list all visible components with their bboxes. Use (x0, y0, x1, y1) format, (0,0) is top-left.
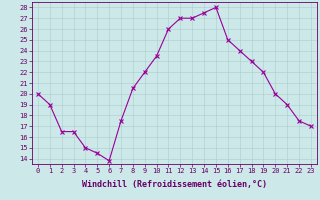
X-axis label: Windchill (Refroidissement éolien,°C): Windchill (Refroidissement éolien,°C) (82, 180, 267, 189)
